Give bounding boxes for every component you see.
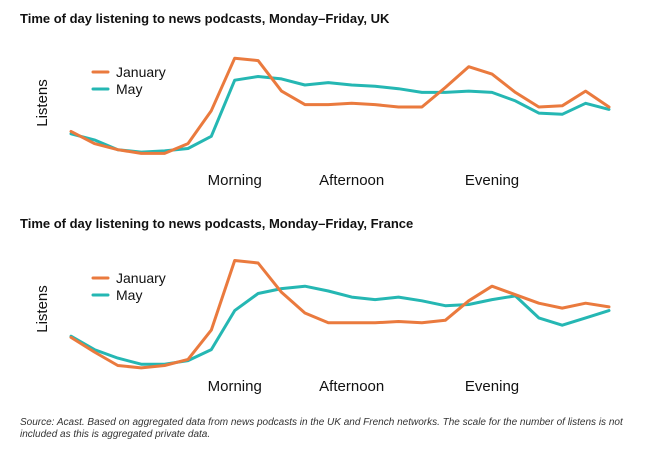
x-tick-label-evening: Evening — [465, 378, 519, 395]
x-tick-label-afternoon: Afternoon — [319, 378, 384, 395]
chart-title-france: Time of day listening to news podcasts, … — [20, 216, 414, 231]
x-tick-label-morning: Morning — [208, 378, 262, 395]
legend-label-january: January — [116, 64, 166, 80]
series-line-january — [69, 259, 611, 370]
y-axis-label: Listens — [34, 79, 51, 127]
legend-label-may: May — [116, 287, 142, 303]
series-line-january — [69, 56, 611, 155]
legend-label-january: January — [116, 270, 166, 286]
chart-title-uk: Time of day listening to news podcasts, … — [20, 11, 390, 26]
x-tick-label-afternoon: Afternoon — [319, 172, 384, 189]
source-note: Source: Acast. Based on aggregated data … — [20, 417, 623, 440]
x-tick-label-morning: Morning — [208, 172, 262, 189]
series-line-may — [69, 284, 611, 366]
y-axis-label: Listens — [34, 285, 51, 333]
legend-label-may: May — [116, 81, 142, 97]
series-line-may — [69, 75, 611, 154]
x-tick-label-evening: Evening — [465, 172, 519, 189]
